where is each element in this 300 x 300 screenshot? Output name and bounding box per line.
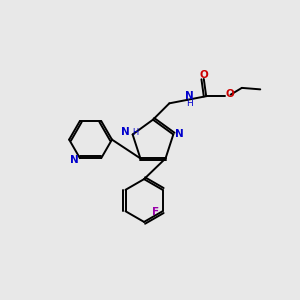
- Text: O: O: [199, 70, 208, 80]
- Text: N: N: [176, 130, 184, 140]
- Text: H: H: [125, 128, 140, 136]
- Text: O: O: [225, 89, 234, 99]
- Text: N: N: [70, 154, 79, 165]
- Text: N: N: [185, 91, 194, 100]
- Text: F: F: [152, 207, 160, 217]
- Text: N: N: [121, 127, 130, 137]
- Text: H: H: [186, 99, 193, 108]
